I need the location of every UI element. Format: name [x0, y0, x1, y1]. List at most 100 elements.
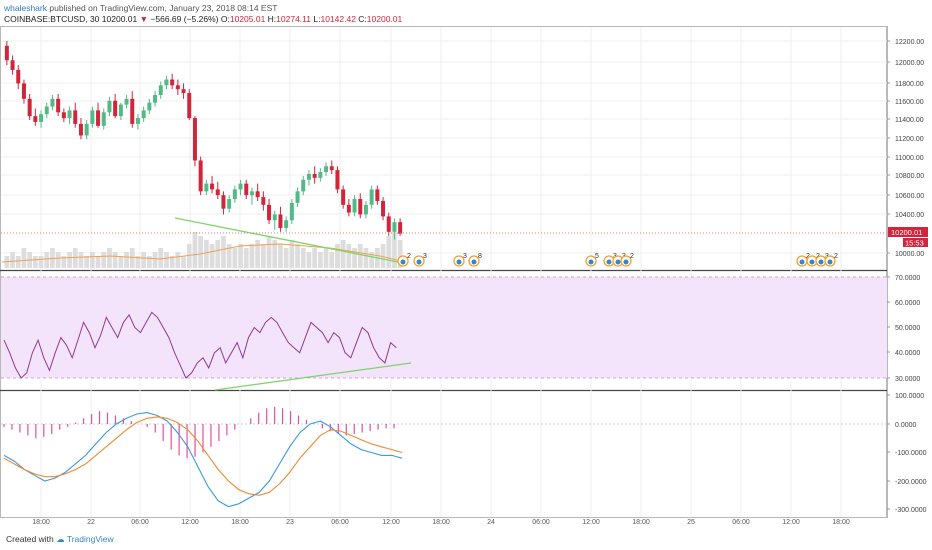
candle-body[interactable] — [335, 170, 340, 190]
candle-body[interactable] — [352, 199, 357, 213]
candle-body[interactable] — [4, 45, 9, 61]
candle-body[interactable] — [341, 189, 346, 205]
candle-body[interactable] — [50, 98, 55, 107]
candle-body[interactable] — [295, 191, 300, 203]
candle-body[interactable] — [284, 220, 289, 228]
symbol-name[interactable]: COINBASE:BTCUSD, 30 — [4, 14, 100, 24]
price-trendline[interactable] — [174, 217, 399, 263]
macd-axis-tick-label: 0.0000 — [895, 422, 917, 429]
event-badges[interactable]: 233853322232 — [397, 253, 838, 267]
publish-info: published on TradingView.com, January 23… — [49, 3, 278, 13]
candle-body[interactable] — [369, 189, 374, 205]
current-price-label-bg — [888, 227, 928, 237]
candle-body[interactable] — [261, 197, 266, 205]
volume-bar — [78, 252, 84, 268]
candle-body[interactable] — [227, 199, 232, 209]
time-axis[interactable]: 18:00 22 06:00 12:00 18:00 23 06:00 12:00 18:00 2… — [32, 519, 850, 526]
volume-bar — [283, 248, 289, 268]
candle-body[interactable] — [56, 98, 61, 113]
candle-body[interactable] — [96, 110, 101, 126]
rsi-axis[interactable]: 70.0000 60.0000 50.0000 40.0000 30.0000 — [887, 275, 920, 383]
candle-body[interactable] — [375, 189, 380, 201]
candle-body[interactable] — [113, 100, 118, 117]
candle-body[interactable] — [244, 183, 249, 196]
candle-body[interactable] — [101, 112, 106, 126]
candle-body[interactable] — [381, 200, 386, 217]
candle-body[interactable] — [61, 112, 66, 119]
candle-body[interactable] — [118, 104, 123, 117]
candle-body[interactable] — [398, 222, 403, 234]
candle-body[interactable] — [278, 214, 283, 228]
candle-body[interactable] — [78, 123, 83, 136]
rsi-series[interactable] — [3, 311, 397, 379]
candle-body[interactable] — [221, 195, 226, 209]
candle-body[interactable] — [306, 173, 311, 180]
volume-bar — [186, 244, 192, 268]
candle-body[interactable] — [39, 114, 44, 122]
candle-body[interactable] — [164, 79, 169, 86]
candle-body[interactable] — [158, 85, 163, 95]
candle-body[interactable] — [346, 204, 351, 213]
price-axis[interactable]: 12200.00 12000.00 11800.00 11600.00 11400.00… — [887, 39, 924, 258]
tradingview-brand[interactable]: TradingView — [66, 534, 114, 544]
volume-bar — [101, 252, 107, 268]
event-flag-icon — [799, 259, 805, 265]
candle-body[interactable] — [67, 110, 72, 119]
candle-body[interactable] — [301, 179, 306, 192]
candle-body[interactable] — [84, 123, 89, 136]
candle-body[interactable] — [73, 110, 78, 124]
candle-body[interactable] — [90, 110, 95, 124]
candle-body[interactable] — [181, 89, 186, 94]
candle-body[interactable] — [324, 166, 329, 173]
candle-body[interactable] — [289, 202, 294, 221]
candle-body[interactable] — [147, 102, 152, 111]
rsi-trendline[interactable] — [214, 362, 412, 391]
macd-axis[interactable]: 100.0000 0.0000 -100.0000 -200.0000 -300.000… — [887, 393, 927, 514]
candle-body[interactable] — [204, 183, 209, 192]
price-axis-tick-label: 11800.00 — [895, 81, 924, 88]
candle-body[interactable] — [33, 116, 38, 122]
candle-body[interactable] — [198, 160, 203, 192]
volume-bar — [61, 256, 67, 268]
candle-body[interactable] — [170, 79, 175, 86]
volume-bar — [198, 236, 203, 268]
candle-body[interactable] — [141, 110, 146, 119]
candle-body[interactable] — [21, 83, 26, 99]
candle-body[interactable] — [255, 191, 260, 198]
candle-body[interactable] — [238, 183, 243, 190]
candle-body[interactable] — [187, 93, 192, 119]
macd-line[interactable] — [3, 412, 403, 508]
candle-body[interactable] — [135, 118, 140, 124]
candle-body[interactable] — [267, 204, 272, 221]
candle-body[interactable] — [363, 204, 368, 215]
candle-body[interactable] — [107, 100, 112, 113]
candle-body[interactable] — [44, 106, 49, 115]
candle-body[interactable] — [329, 166, 334, 171]
close-value: 10200.01 — [366, 14, 403, 24]
candle-body[interactable] — [358, 199, 363, 215]
candle-body[interactable] — [392, 222, 397, 232]
candle-body[interactable] — [272, 214, 277, 221]
candle-body[interactable] — [124, 98, 129, 105]
event-flag-icon — [588, 259, 594, 265]
candle-body[interactable] — [27, 98, 32, 117]
candle-body[interactable] — [10, 60, 15, 70]
candle-body[interactable] — [318, 172, 323, 178]
candle-body[interactable] — [130, 98, 135, 124]
candle-body[interactable] — [215, 189, 220, 196]
macd-indicator[interactable] — [3, 406, 403, 508]
candle-body[interactable] — [16, 69, 21, 84]
candle-body[interactable] — [175, 85, 180, 90]
candle-body[interactable] — [192, 118, 197, 161]
signal-line[interactable] — [3, 416, 403, 496]
candle-body[interactable] — [386, 216, 391, 232]
author-link[interactable]: whaleshark — [4, 3, 47, 13]
candle-body[interactable] — [249, 191, 254, 196]
rsi-line[interactable] — [3, 311, 397, 379]
candle-body[interactable] — [210, 183, 215, 190]
candlestick-series[interactable] — [4, 41, 403, 240]
candle-body[interactable] — [153, 94, 158, 103]
candle-body[interactable] — [312, 173, 317, 178]
candle-body[interactable] — [232, 189, 237, 200]
